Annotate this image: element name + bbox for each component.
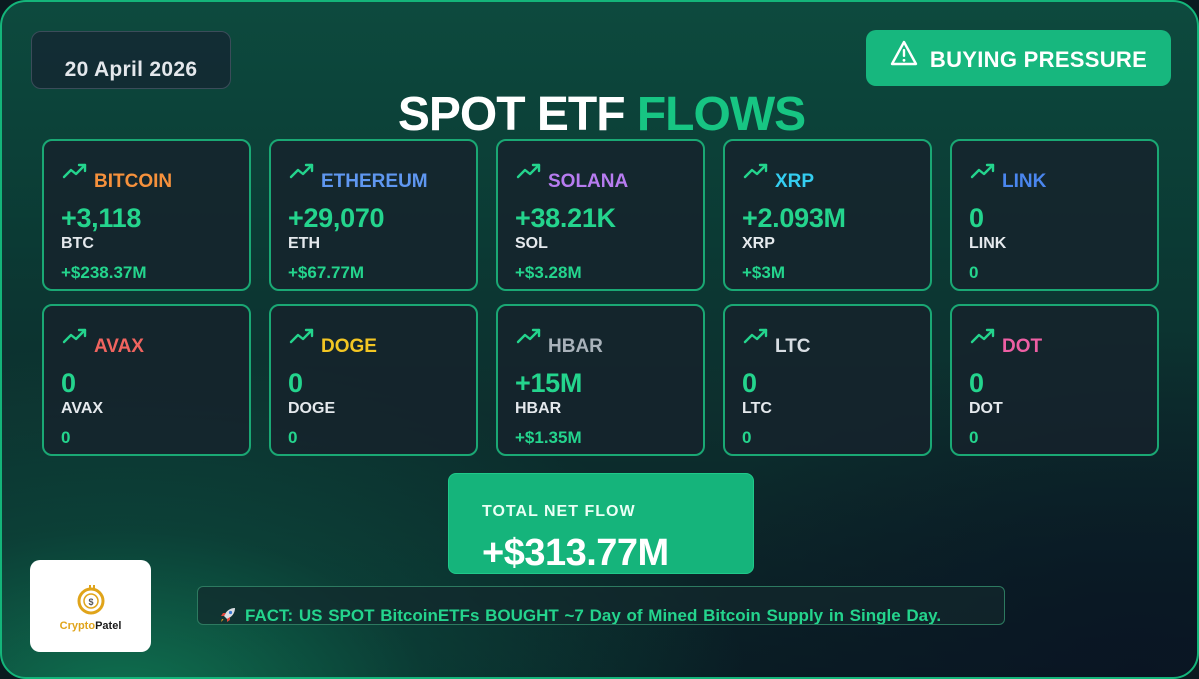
- trend-up-icon: [743, 328, 768, 344]
- total-net-flow-box: TOTAL NET FLOW +$313.77M: [448, 473, 754, 574]
- asset-name: AVAX: [94, 336, 144, 357]
- asset-card-ethereum: ETHEREUM +29,070 ETH +$67.77M: [269, 139, 478, 291]
- asset-name: ETHEREUM: [321, 171, 428, 192]
- logo-text-crypto: Crypto: [59, 620, 96, 632]
- title-part-flows: FLOWS: [636, 88, 806, 141]
- buying-pressure-badge: BUYING PRESSURE: [866, 30, 1171, 86]
- asset-usd-flow: +$1.35M: [515, 428, 582, 447]
- rocket-icon: [221, 608, 235, 622]
- asset-quantity: +2.093M: [742, 203, 846, 233]
- asset-usd-flow: 0: [288, 428, 298, 447]
- asset-quantity: 0: [61, 368, 76, 398]
- asset-symbol: DOGE: [288, 400, 336, 417]
- asset-usd-flow: +$238.37M: [61, 263, 147, 282]
- trend-up-icon: [516, 328, 541, 344]
- asset-usd-flow: 0: [61, 428, 71, 447]
- asset-symbol: DOT: [969, 400, 1003, 417]
- asset-name: LINK: [1002, 171, 1047, 192]
- trend-up-icon: [743, 163, 768, 179]
- asset-quantity: 0: [742, 368, 757, 398]
- date-box: 20 April 2026: [31, 31, 231, 89]
- logo-wordmark: CryptoPatel: [30, 620, 151, 632]
- asset-symbol: AVAX: [61, 400, 104, 417]
- asset-quantity: 0: [969, 368, 984, 398]
- asset-name: DOT: [1002, 336, 1043, 357]
- title-part-spot-etf: SPOT ETF: [397, 88, 626, 141]
- trend-up-icon: [62, 163, 87, 179]
- asset-quantity: 0: [288, 368, 303, 398]
- fact-text: FACT: US SPOT BitcoinETFs BOUGHT ~7 Day …: [245, 606, 942, 625]
- asset-name: DOGE: [321, 336, 377, 357]
- asset-usd-flow: 0: [969, 263, 979, 282]
- asset-symbol: ETH: [288, 235, 320, 252]
- buying-pressure-label: BUYING PRESSURE: [929, 47, 1148, 72]
- asset-card-dot: DOT 0 DOT 0: [950, 304, 1159, 456]
- asset-symbol: SOL: [515, 235, 548, 252]
- page-title: SPOT ETF FLOWS: [2, 88, 1197, 142]
- asset-card-doge: DOGE 0 DOGE 0: [269, 304, 478, 456]
- logo-coin-icon: $: [77, 585, 105, 615]
- asset-card-ltc: LTC 0 LTC 0: [723, 304, 932, 456]
- svg-text:$: $: [88, 597, 93, 607]
- trend-up-icon: [970, 163, 995, 179]
- asset-usd-flow: +$3.28M: [515, 263, 582, 282]
- asset-card-hbar: HBAR +15M HBAR +$1.35M: [496, 304, 705, 456]
- asset-card-link: LINK 0 LINK 0: [950, 139, 1159, 291]
- total-net-flow-label: TOTAL NET FLOW: [482, 503, 636, 520]
- fact-ticker: FACT: US SPOT BitcoinETFs BOUGHT ~7 Day …: [197, 586, 1005, 625]
- date-label: 20 April 2026: [64, 58, 198, 81]
- asset-quantity: +29,070: [288, 203, 385, 233]
- trend-up-icon: [289, 163, 314, 179]
- asset-name: LTC: [775, 336, 811, 357]
- asset-usd-flow: 0: [742, 428, 752, 447]
- asset-usd-flow: 0: [969, 428, 979, 447]
- asset-name: SOLANA: [548, 171, 629, 192]
- logo-text-patel: Patel: [95, 620, 122, 632]
- asset-name: HBAR: [548, 336, 603, 357]
- asset-card-xrp: XRP +2.093M XRP +$3M: [723, 139, 932, 291]
- asset-symbol: LTC: [742, 400, 772, 417]
- cryptopatel-logo: $ CryptoPatel: [30, 560, 151, 652]
- asset-card-solana: SOLANA +38.21K SOL +$3.28M: [496, 139, 705, 291]
- trend-up-icon: [516, 163, 541, 179]
- asset-symbol: HBAR: [515, 400, 562, 417]
- trend-up-icon: [62, 328, 87, 344]
- total-net-flow-value: +$313.77M: [482, 532, 669, 574]
- warning-icon: [890, 40, 918, 66]
- asset-usd-flow: +$3M: [742, 263, 785, 282]
- asset-name: BITCOIN: [94, 171, 173, 192]
- asset-name: XRP: [775, 171, 815, 192]
- asset-quantity: 0: [969, 203, 984, 233]
- asset-symbol: BTC: [61, 235, 94, 252]
- asset-quantity: +38.21K: [515, 203, 616, 233]
- trend-up-icon: [289, 328, 314, 344]
- asset-usd-flow: +$67.77M: [288, 263, 365, 282]
- asset-quantity: +3,118: [61, 203, 142, 233]
- asset-quantity: +15M: [515, 368, 583, 398]
- asset-symbol: LINK: [969, 235, 1007, 252]
- trend-up-icon: [970, 328, 995, 344]
- asset-symbol: XRP: [742, 235, 775, 252]
- asset-card-avax: AVAX 0 AVAX 0: [42, 304, 251, 456]
- asset-card-bitcoin: BITCOIN +3,118 BTC +$238.37M: [42, 139, 251, 291]
